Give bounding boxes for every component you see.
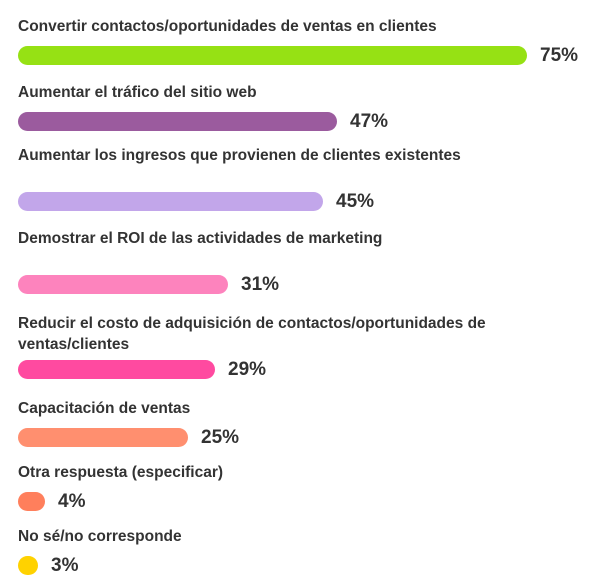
value-label: 47%	[350, 111, 389, 132]
category-label: Convertir contactos/oportunidades de ven…	[18, 18, 437, 35]
value-label: 29%	[228, 359, 267, 380]
bar	[18, 360, 215, 379]
category-label: Capacitación de ventas	[18, 400, 191, 417]
bar	[18, 428, 188, 447]
value-label: 31%	[241, 274, 280, 295]
category-label: Otra respuesta (especificar)	[18, 464, 224, 481]
bar	[18, 46, 527, 65]
bar	[18, 112, 337, 131]
value-label: 75%	[540, 45, 579, 66]
value-label: 4%	[58, 491, 86, 512]
value-label: 45%	[336, 191, 375, 212]
bar	[18, 556, 38, 575]
category-label: No sé/no corresponde	[18, 528, 182, 545]
category-label: Demostrar el ROI de las actividades de m…	[18, 230, 383, 247]
bar	[18, 275, 228, 294]
category-label: Aumentar los ingresos que provienen de c…	[18, 147, 461, 164]
value-label: 25%	[201, 427, 240, 448]
category-label: Reducir el costo de adquisición de conta…	[18, 315, 486, 353]
bar	[18, 192, 323, 211]
bar	[18, 492, 45, 511]
value-label: 3%	[51, 555, 79, 576]
category-label: Aumentar el tráfico del sitio web	[18, 84, 257, 101]
